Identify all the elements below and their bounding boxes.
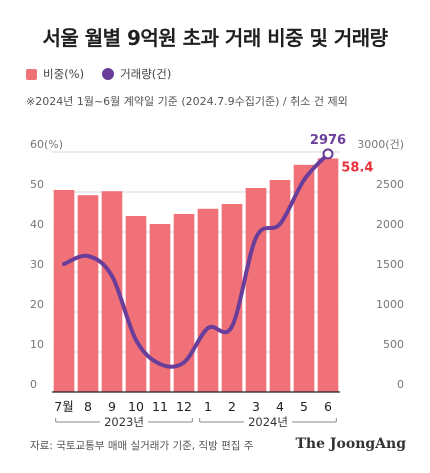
x-tick-label: 4	[276, 399, 284, 414]
year-label-bg	[244, 415, 292, 429]
y-left-tick-label: 10	[30, 338, 44, 351]
brand-logo: The JoongAng	[295, 436, 406, 452]
y-left-tick-label: 50	[30, 178, 44, 191]
annotation-share: 58.4	[341, 160, 373, 175]
x-tick-label: 9	[108, 399, 116, 414]
bar	[245, 188, 267, 392]
x-tick-label: 7월	[54, 399, 73, 414]
legend-label-share: 비중(%)	[43, 67, 85, 81]
y-right-tick-label: 2500	[376, 178, 404, 191]
bar	[149, 224, 171, 392]
x-tick-label: 3	[252, 399, 260, 414]
chart-title: 서울 월별 9억원 초과 거래 비중 및 거래량	[42, 26, 388, 50]
x-tick-label: 11	[152, 399, 168, 414]
year-label: 2023년	[104, 415, 144, 429]
bar	[53, 190, 75, 392]
x-tick-label: 6	[324, 399, 332, 414]
y-right-tick-label: 1500	[376, 258, 404, 271]
x-tick-label: 8	[84, 399, 92, 414]
y-right-tick-label: 0	[397, 378, 404, 391]
bar	[101, 191, 123, 392]
y-right-axis-label: 3000(건)	[357, 138, 404, 151]
year-label: 2024년	[248, 415, 288, 429]
legend-swatch-volume	[102, 68, 115, 80]
x-tick-label: 5	[300, 399, 308, 414]
y-left-tick-label: 30	[30, 258, 44, 271]
x-tick-label: 2	[228, 399, 236, 414]
y-right-tick-label: 1000	[376, 298, 404, 311]
x-tick-label: 1	[204, 399, 212, 414]
bar	[125, 216, 147, 392]
source-note: 자료: 국토교통부 매매 실거래가 기준, 직방 편집 주	[30, 440, 254, 452]
bar	[221, 204, 243, 392]
legend-item-volume: 거래량(건)	[102, 66, 171, 82]
chart-note: ※2024년 1월~6월 계약일 기준 (2024.7.9수집기준) / 취소 …	[26, 95, 348, 108]
y-left-tick-label: 0	[30, 378, 37, 391]
volume-end-marker	[322, 148, 334, 160]
legend-swatch-share	[26, 68, 37, 80]
bar	[173, 214, 195, 392]
x-tick-label: 10	[128, 399, 144, 414]
x-tick-label: 12	[176, 399, 192, 414]
year-label-bg	[100, 415, 148, 429]
volume-line	[62, 151, 330, 369]
y-left-tick-label: 40	[30, 218, 44, 231]
bar	[317, 158, 339, 392]
bar	[197, 208, 219, 392]
bar	[269, 180, 291, 392]
annotation-volume: 2976	[310, 133, 346, 148]
y-left-tick-label: 20	[30, 298, 44, 311]
bar	[77, 195, 99, 392]
y-left-axis-label: 60(%)	[30, 138, 63, 151]
legend-item-share: 비중(%)	[26, 66, 84, 82]
y-right-tick-label: 500	[383, 338, 404, 351]
legend-label-volume: 거래량(건)	[120, 67, 172, 81]
bar	[293, 164, 315, 392]
y-right-tick-label: 2000	[376, 218, 404, 231]
legend: 비중(%) 거래량(건)	[26, 66, 189, 82]
